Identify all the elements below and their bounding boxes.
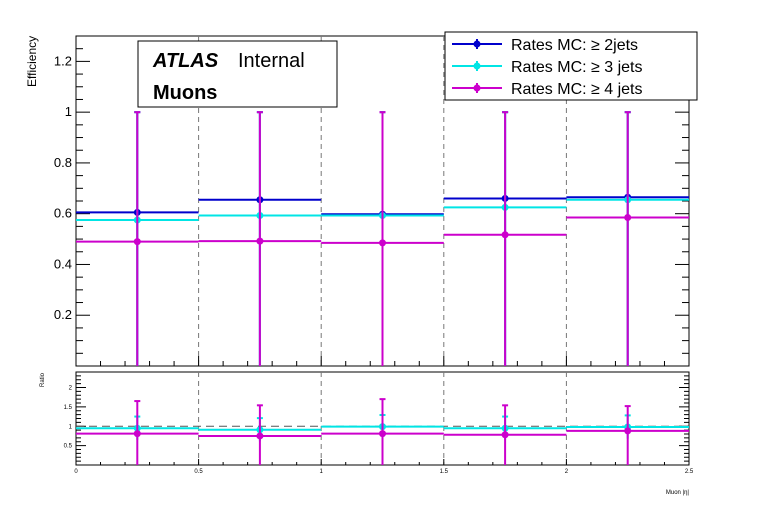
- legend-label: Rates MC: ≥ 3 jets: [511, 59, 642, 76]
- ratio-data-point: [256, 432, 264, 440]
- x-axis-title: Muon |η|: [666, 490, 690, 496]
- legend-label: Rates MC: ≥ 2jets: [511, 37, 638, 54]
- upper-axis-ticks: 0.2 0.4 0.6 0.8 1 1.2: [54, 48, 690, 366]
- ratio-x-tick-label: 2: [565, 469, 569, 475]
- ratio-data-point: [624, 427, 632, 435]
- lower-axis-ticks: 0.5 1 1.5 2 0 0.5 1 1.5 2 2.5: [64, 375, 694, 475]
- legend-entry: Rates MC: ≥ 2jets: [452, 37, 638, 54]
- legend-marker: [473, 84, 481, 92]
- y-tick-label: 0.4: [54, 256, 72, 271]
- ratio-x-tick-label: 0.5: [194, 469, 203, 475]
- efficiency-data-point: [379, 239, 386, 247]
- ratio-data-point: [379, 430, 386, 438]
- ratio-series-1: [76, 398, 689, 465]
- legend-entry: Rates MC: ≥ 4 jets: [452, 81, 642, 98]
- efficiency-data-point: [133, 238, 141, 246]
- y-tick-label: 0.8: [54, 155, 72, 170]
- ratio-x-tick-label: 0: [74, 469, 78, 475]
- legend-marker: [473, 62, 481, 70]
- ratio-x-tick-label: 1: [320, 469, 324, 475]
- efficiency-series-2: [76, 111, 689, 366]
- ratio-y-axis-title: Ratio: [40, 372, 46, 387]
- y-tick-label: 0.2: [54, 307, 72, 322]
- legend: Rates MC: ≥ 2jets Rates MC: ≥ 3 jets Rates…: [444, 31, 698, 101]
- efficiency-data-point: [256, 237, 264, 245]
- ratio-y-tick-label: 2: [69, 386, 73, 392]
- ratio-y-tick-label: 1.5: [64, 405, 73, 411]
- lower-vertical-grid: [198, 372, 567, 465]
- upper-series-group: [76, 111, 689, 366]
- channel-label: Muons: [153, 82, 217, 104]
- y-axis-title: Efficiency: [25, 36, 39, 87]
- lower-series-group: [76, 398, 689, 465]
- y-tick-label: 1.2: [54, 53, 72, 68]
- efficiency-data-point: [624, 214, 632, 221]
- legend-entry: Rates MC: ≥ 3 jets: [452, 59, 642, 76]
- y-tick-label: 0.6: [54, 206, 72, 221]
- atlas-label: ATLAS: [152, 50, 219, 72]
- atlas-annotation: ATLAS Internal Muons: [137, 40, 338, 108]
- legend-label: Rates MC: ≥ 4 jets: [511, 81, 642, 98]
- ratio-data-point: [133, 430, 141, 438]
- ratio-y-tick-label: 0.5: [64, 444, 73, 450]
- y-tick-label: 1: [65, 104, 72, 119]
- ratio-x-tick-label: 2.5: [685, 469, 694, 475]
- ratio-x-tick-label: 1.5: [440, 469, 449, 475]
- ratio-y-tick-label: 1: [69, 424, 73, 430]
- atlas-annotation-box: [137, 40, 338, 108]
- internal-label: Internal: [238, 50, 305, 72]
- legend-marker: [473, 40, 481, 48]
- efficiency-data-point: [501, 231, 509, 239]
- ratio-data-point: [501, 431, 509, 439]
